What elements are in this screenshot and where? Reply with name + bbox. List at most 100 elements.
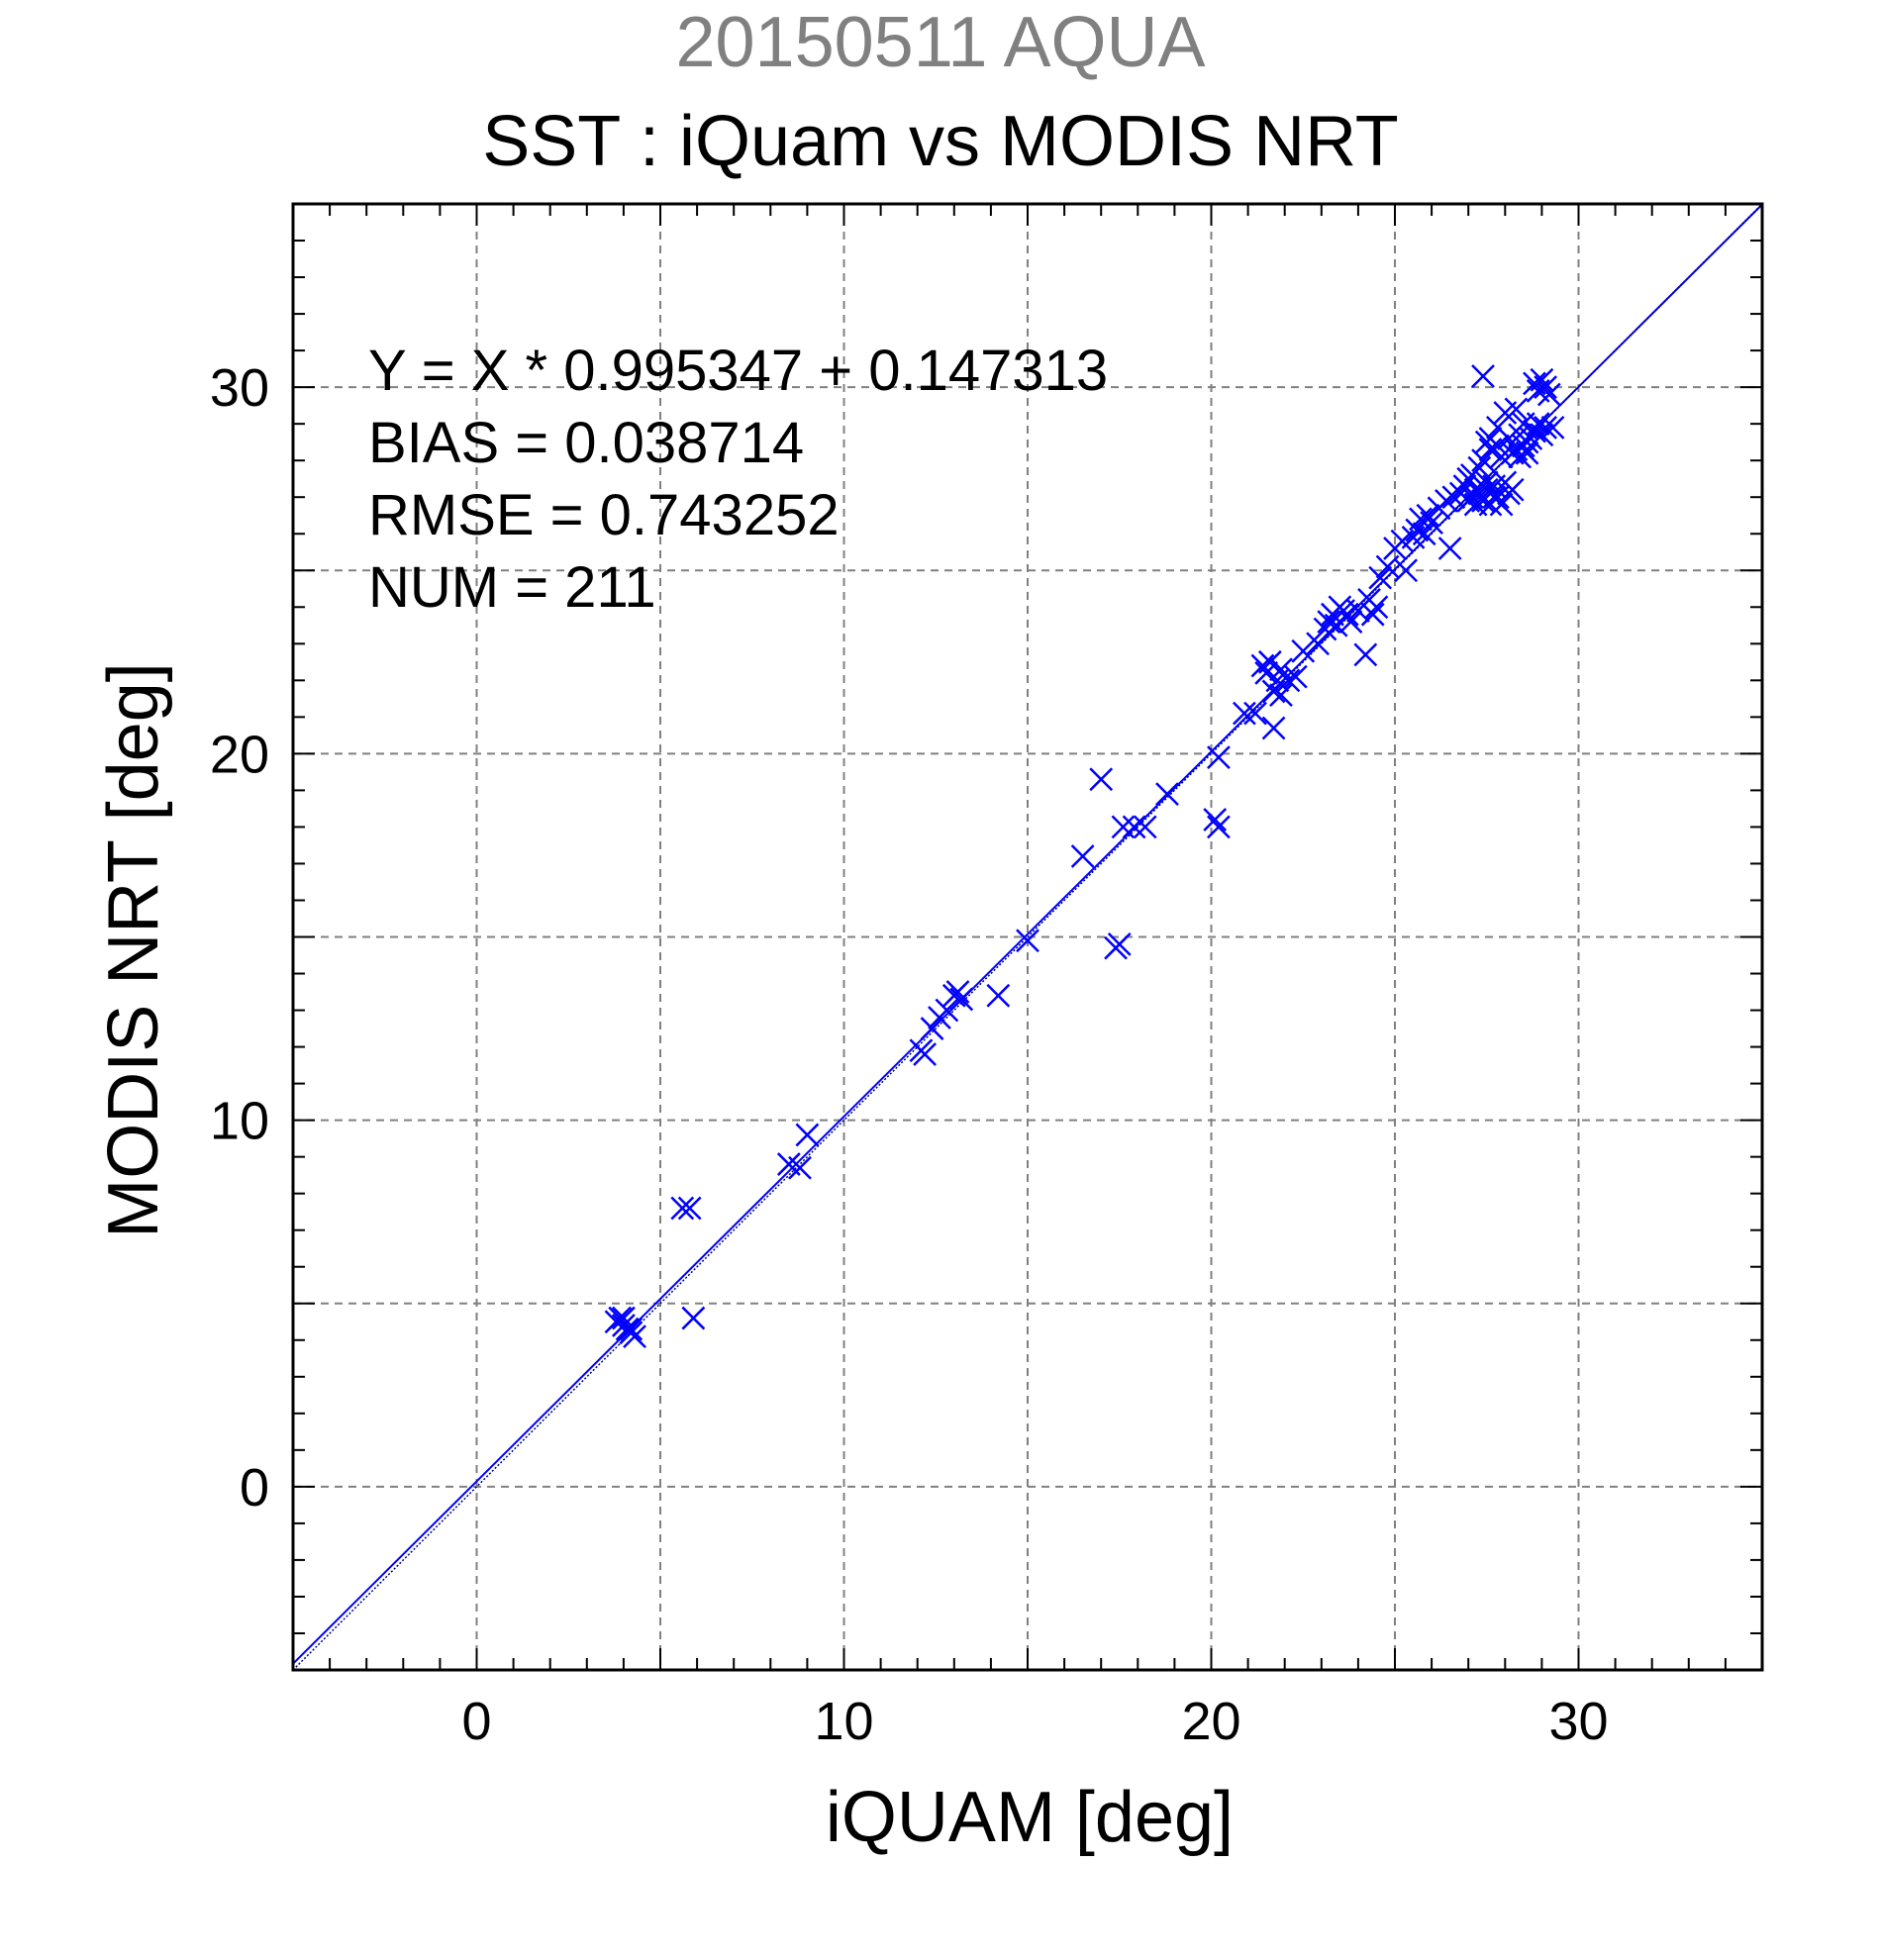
data-point-stroke <box>1485 415 1510 440</box>
data-point <box>1155 782 1179 806</box>
data-point-stroke <box>1368 565 1393 590</box>
data-point-stroke <box>670 1196 695 1221</box>
x-axis-label: iQUAM [deg] <box>825 1778 1235 1857</box>
y-tick-label: 20 <box>210 725 269 784</box>
data-point-stroke <box>1233 701 1256 726</box>
data-point-stroke <box>1460 485 1484 510</box>
data-point-stroke <box>1122 815 1146 839</box>
data-point-stroke <box>1107 932 1132 956</box>
regression-equation: Y = X * 0.995347 + 0.147313 <box>368 339 1109 403</box>
data-point <box>1291 638 1316 663</box>
data-point <box>1489 492 1514 517</box>
data-point <box>1500 477 1525 502</box>
data-point-stroke <box>1283 664 1308 689</box>
data-point <box>1368 565 1393 590</box>
data-point <box>1437 537 1462 560</box>
data-point <box>920 1017 944 1040</box>
data-point-stroke <box>1452 474 1477 498</box>
data-point <box>623 1324 646 1348</box>
data-point-stroke <box>913 1042 938 1066</box>
data-point <box>1338 610 1363 634</box>
data-point-stroke <box>986 983 1011 1008</box>
data-point-stroke <box>1306 632 1330 656</box>
data-point-stroke <box>920 1017 944 1040</box>
chart-title: SST : iQuam vs MODIS NRT <box>482 102 1399 181</box>
data-point <box>1478 438 1503 461</box>
x-tick-label: 10 <box>814 1692 873 1751</box>
data-point-stroke <box>1269 657 1293 682</box>
data-point <box>1416 503 1440 528</box>
data-point <box>1540 415 1565 440</box>
data-point-stroke <box>1504 397 1529 422</box>
data-point <box>1016 929 1040 953</box>
data-point <box>1534 415 1557 440</box>
data-point <box>1269 683 1293 708</box>
data-point-stroke <box>1536 382 1561 407</box>
data-point-stroke <box>1353 642 1378 667</box>
data-point-stroke <box>1261 716 1286 740</box>
rmse-value: RMSE = 0.743252 <box>368 483 840 547</box>
data-point <box>1306 632 1330 656</box>
data-point <box>949 987 974 1012</box>
data-point-stroke <box>1489 492 1514 517</box>
data-point <box>935 998 959 1023</box>
data-point-stroke <box>1394 558 1419 583</box>
data-point-stroke <box>1500 477 1525 502</box>
data-point-stroke <box>1250 653 1275 678</box>
data-point <box>1070 844 1095 868</box>
data-point-stroke <box>681 1306 706 1330</box>
data-point-stroke <box>1534 375 1557 400</box>
data-point <box>1515 441 1539 465</box>
data-point <box>795 1123 820 1147</box>
data-point <box>1203 808 1228 832</box>
data-points <box>604 364 1565 1348</box>
data-point-stroke <box>1478 438 1503 461</box>
data-point-stroke <box>612 1306 636 1330</box>
data-point-stroke <box>1467 481 1492 506</box>
num-value: NUM = 211 <box>368 555 656 620</box>
data-point-stroke <box>1257 649 1282 674</box>
data-point <box>1089 767 1114 792</box>
data-point <box>1353 642 1378 667</box>
data-point-stroke <box>1523 371 1546 396</box>
data-point <box>1111 815 1136 839</box>
data-point-stroke <box>1070 844 1095 868</box>
data-point-stroke <box>1364 595 1389 620</box>
data-point-stroke <box>619 1317 644 1341</box>
data-point-stroke <box>1317 610 1341 634</box>
data-point-stroke <box>1111 815 1136 839</box>
data-point-stroke <box>1530 423 1554 447</box>
data-point-stroke <box>1016 929 1040 953</box>
data-point <box>1420 511 1443 536</box>
data-point <box>788 1155 812 1180</box>
data-point-stroke <box>1540 415 1565 440</box>
data-point <box>670 1196 695 1221</box>
data-point-stroke <box>1243 701 1267 726</box>
data-point-stroke <box>935 998 959 1023</box>
data-point <box>1534 375 1557 400</box>
data-point-stroke <box>1435 489 1458 513</box>
data-point <box>1133 815 1157 839</box>
data-point-stroke <box>677 1196 702 1221</box>
data-point-stroke <box>1416 503 1440 528</box>
data-point <box>1317 610 1341 634</box>
data-point <box>1269 657 1293 682</box>
data-point <box>1283 664 1308 689</box>
data-point-stroke <box>1534 415 1557 440</box>
data-point-stroke <box>945 980 970 1004</box>
data-point-stroke <box>1291 638 1316 663</box>
bias-value: BIAS = 0.038714 <box>368 411 805 475</box>
data-point-stroke <box>1276 668 1301 693</box>
data-point-stroke <box>1089 767 1114 792</box>
data-point <box>1435 489 1458 513</box>
data-point <box>677 1196 702 1221</box>
data-point-stroke <box>1467 455 1492 480</box>
data-point <box>1375 554 1400 579</box>
data-point-stroke <box>776 1152 801 1176</box>
data-point-stroke <box>788 1155 812 1180</box>
data-point <box>1107 932 1132 956</box>
data-point <box>986 983 1011 1008</box>
stats-box: Y = X * 0.995347 + 0.147313 BIAS = 0.038… <box>368 335 1108 624</box>
data-point <box>1261 716 1286 740</box>
